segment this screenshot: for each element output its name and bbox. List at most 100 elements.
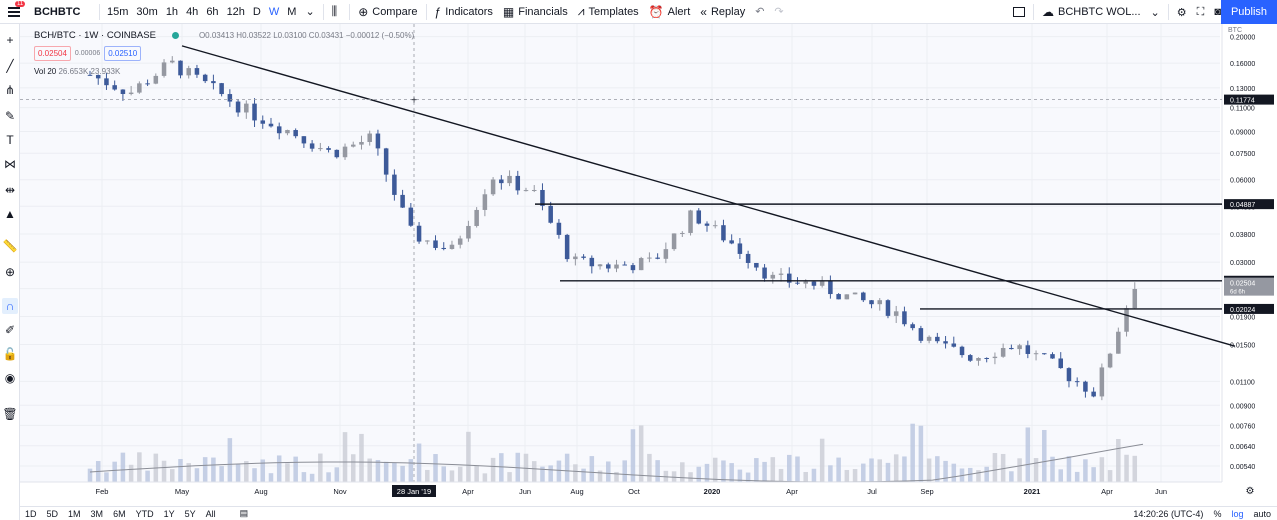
interval-w[interactable]: W	[268, 5, 280, 18]
candle-body	[260, 120, 266, 124]
time-tick-label: Aug	[570, 487, 583, 496]
interval-30m[interactable]: 30m	[136, 5, 158, 18]
text-tool-icon[interactable]: T	[6, 133, 14, 147]
candle-body	[786, 273, 792, 283]
candle-body	[1132, 288, 1138, 309]
publish-button[interactable]: Publish	[1221, 0, 1277, 24]
goto-date-icon[interactable]: ▤	[239, 508, 249, 518]
volume-bar	[490, 457, 496, 482]
financials-button[interactable]: ▦ Financials	[502, 4, 568, 19]
line-price-label-bg	[1224, 303, 1274, 314]
ruler-tool-icon[interactable]: 📏	[2, 239, 18, 253]
settings-button[interactable]: ⚙	[1172, 0, 1192, 24]
candle-body	[951, 343, 957, 347]
interval-12h[interactable]: 12h	[226, 5, 245, 18]
range-buttons: 1D 5D 1M 3M 6M YTD 1Y 5Y All	[20, 509, 221, 519]
brush-tool-icon[interactable]: ✎	[4, 109, 16, 123]
pitchfork-tool-icon[interactable]: ⋔	[4, 83, 16, 97]
warning-icon[interactable]: ▲	[4, 207, 16, 221]
indicators-button[interactable]: ƒ Indicators	[434, 4, 493, 19]
clock-time[interactable]: 14:20:26 (UTC-4)	[1133, 508, 1204, 519]
range-5d[interactable]: 5D	[46, 508, 59, 519]
zoom-tool-icon[interactable]: ⊕	[4, 265, 16, 279]
pattern-tool-icon[interactable]: ⋈	[4, 157, 16, 171]
magnet-tool-icon[interactable]: ∩	[2, 298, 18, 314]
candle-body	[392, 174, 397, 195]
interval-4h[interactable]: 4h	[186, 5, 199, 18]
range-ytd[interactable]: YTD	[135, 508, 154, 519]
time-tick-label: Jun	[519, 487, 531, 496]
percent-toggle[interactable]: %	[1213, 508, 1222, 519]
volume-bar	[1050, 456, 1055, 482]
countdown-label: 6d 6h	[1230, 290, 1245, 296]
lock-icon[interactable]: 🔓	[2, 347, 18, 361]
redo-button[interactable]: ↷	[774, 6, 784, 18]
time-scale-panel	[20, 482, 1277, 506]
range-5y[interactable]: 5Y	[184, 508, 196, 519]
volume-bar	[1000, 453, 1006, 482]
candle-body	[688, 210, 693, 233]
range-6m[interactable]: 6M	[113, 508, 126, 519]
crosshair-tool-icon[interactable]: +	[6, 33, 14, 47]
auto-toggle[interactable]: auto	[1253, 508, 1271, 519]
candle-body	[342, 146, 348, 158]
volume-bar	[778, 468, 784, 482]
volume-bar	[128, 464, 134, 482]
eye-icon[interactable]: ◉	[4, 371, 16, 385]
volume-bar	[474, 465, 479, 482]
symbol-title[interactable]: BCH/BTC · 1W · COINBASE	[34, 30, 156, 41]
interval-m[interactable]: M	[287, 5, 297, 18]
volume-bar	[770, 457, 776, 482]
prediction-tool-icon[interactable]: ⇹	[4, 183, 16, 197]
candle-body	[1107, 353, 1113, 368]
stay-drawing-icon[interactable]: ✐	[4, 323, 16, 337]
plus-circle-icon: ⊕	[358, 4, 369, 19]
templates-button[interactable]: ⩘ Templates	[577, 4, 639, 18]
candle-body	[655, 257, 660, 259]
volume-bar	[120, 452, 126, 482]
range-1y[interactable]: 1Y	[163, 508, 175, 519]
candle-body	[482, 194, 488, 210]
menu-button[interactable]: 11	[0, 0, 28, 24]
layout-name-button[interactable]: ☁ BCHBTC WOL... ⌄	[1042, 5, 1160, 19]
buy-price[interactable]: 0.02510	[104, 46, 142, 61]
volume-bar	[1132, 455, 1138, 482]
trash-icon[interactable]: 🗑	[2, 407, 18, 421]
volume-values: 26.653K 23.933K	[58, 67, 121, 76]
alert-button[interactable]: ⏰ Alert	[648, 4, 691, 19]
range-3m[interactable]: 3M	[90, 508, 104, 519]
volume-bar	[680, 462, 685, 482]
sell-price[interactable]: 0.02504	[34, 46, 71, 61]
interval-d[interactable]: D	[252, 5, 261, 18]
plot-background	[20, 24, 1220, 482]
range-1d[interactable]: 1D	[25, 508, 37, 519]
chart-type-button[interactable]: ⫼	[327, 0, 347, 24]
candle-body	[647, 257, 652, 259]
snapshot-button[interactable]: ◙	[1209, 0, 1226, 24]
chart-area[interactable]: BTC 0.20000 0.16000 0.13000 0.11000 0.09000 0.…	[20, 24, 1277, 520]
interval-6h[interactable]: 6h	[206, 5, 219, 18]
undo-button[interactable]: ↶	[755, 6, 765, 18]
interval-dropdown-icon[interactable]: ⌄	[305, 6, 315, 18]
candle-body	[1042, 353, 1047, 355]
symbol-search[interactable]: BCHBTC	[34, 5, 81, 18]
volume-bar	[211, 457, 216, 482]
volume-bar	[688, 472, 693, 482]
replay-button[interactable]: «Replay	[700, 4, 746, 19]
log-toggle[interactable]: log	[1231, 508, 1244, 519]
compare-button[interactable]: ⊕ Compare	[358, 4, 418, 19]
layout-button[interactable]	[1008, 0, 1030, 24]
interval-15m[interactable]: 15m	[107, 5, 129, 18]
price-tick-label: 0.00640	[1230, 444, 1255, 451]
fullscreen-button[interactable]: ⛶	[1192, 0, 1210, 24]
volume-bar	[745, 472, 751, 482]
range-all[interactable]: All	[205, 508, 216, 519]
volume-bar	[861, 463, 866, 482]
candle-body	[959, 346, 965, 356]
chart-legend: BCH/BTC · 1W · COINBASE O0.03413 H0.0352…	[34, 30, 414, 76]
volume-bar	[408, 459, 414, 482]
trendline-tool-icon[interactable]: ╱	[6, 59, 14, 73]
interval-1h[interactable]: 1h	[165, 5, 179, 18]
range-1m[interactable]: 1M	[68, 508, 81, 519]
